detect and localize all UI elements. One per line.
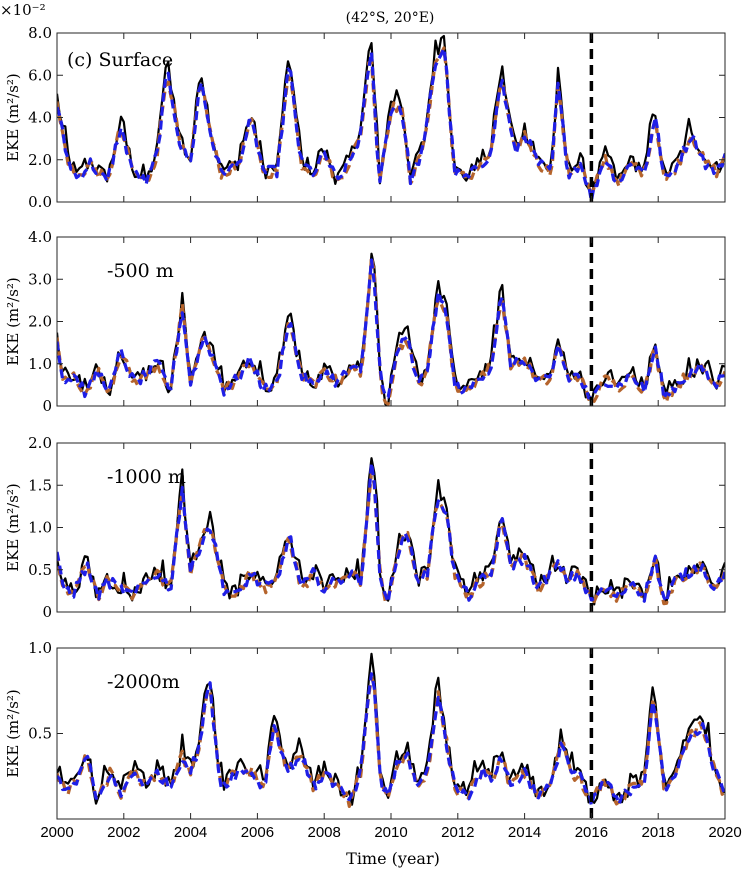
panel-label: -500 m bbox=[107, 260, 174, 282]
x-tick-label: 2004 bbox=[174, 824, 207, 841]
panel-1: 0.0 2.0 4.0 6.0 8.0 (c) Surface EKE (m²/s²) ×10… bbox=[0, 1, 726, 211]
series-3-line bbox=[57, 461, 725, 604]
y-tick-label: 0 bbox=[42, 603, 52, 621]
y-tick-label: 0 bbox=[42, 397, 52, 415]
y-axis-label: EKE (m²/s²) bbox=[4, 73, 22, 162]
y-tick-label: 0.0 bbox=[28, 193, 52, 211]
y-axis-label: EKE (m²/s²) bbox=[4, 689, 22, 778]
x-axis-label: Time (year) bbox=[346, 849, 440, 868]
y-tick-label: 2.0 bbox=[28, 151, 52, 169]
y-tick-label: 3.0 bbox=[28, 270, 52, 288]
x-tick-label: 2000 bbox=[40, 824, 73, 841]
y-tick-label: 1.0 bbox=[28, 519, 52, 537]
panels-group: 0.0 2.0 4.0 6.0 8.0 (c) Surface EKE (m²/s²) ×10… bbox=[0, 1, 742, 841]
series-3-line bbox=[57, 672, 725, 807]
y-tick-label: 8.0 bbox=[28, 24, 52, 42]
x-tick-label: 2010 bbox=[374, 824, 407, 841]
panel-label: (c) Surface bbox=[67, 49, 173, 71]
x-tick-label: 2006 bbox=[241, 824, 274, 841]
panel-label: -1000 m bbox=[107, 466, 186, 488]
panel-4: 0.5 1.0 2000 2002 2004 2006 2008 2010 2012 2014 20… bbox=[4, 639, 742, 841]
x-tick-label: 2012 bbox=[441, 824, 474, 841]
series-3-line bbox=[57, 258, 725, 401]
y-axis-label: EKE (m²/s²) bbox=[4, 483, 22, 572]
y-tick-label: 1.5 bbox=[28, 476, 52, 494]
exponent-label: ×10⁻² bbox=[0, 1, 46, 19]
x-tick-label: 2008 bbox=[308, 824, 341, 841]
y-tick-label: 0.5 bbox=[28, 561, 52, 579]
panel-label: -2000m bbox=[107, 671, 180, 693]
y-tick-label: 4.0 bbox=[28, 228, 52, 246]
y-tick-label: 1.0 bbox=[28, 355, 52, 373]
series-2-line bbox=[57, 46, 725, 198]
series-3-line bbox=[57, 46, 725, 202]
x-tick-label: 2002 bbox=[107, 824, 140, 841]
y-tick-label: 4.0 bbox=[28, 109, 52, 127]
series-2-line bbox=[57, 471, 725, 606]
y-tick-label: 6.0 bbox=[28, 66, 52, 84]
figure-title: (42°S, 20°E) bbox=[346, 10, 435, 26]
x-tick-label: 2014 bbox=[508, 824, 541, 841]
y-tick-label: 0.5 bbox=[28, 725, 52, 743]
panel-2: 0 1.0 2.0 3.0 4.0 -500 m EKE (m²/s²) bbox=[4, 228, 726, 415]
x-tick-label: 2018 bbox=[642, 824, 675, 841]
y-axis-label: EKE (m²/s²) bbox=[4, 277, 22, 366]
y-tick-label: 2.0 bbox=[28, 434, 52, 452]
y-tick-label: 2.0 bbox=[28, 313, 52, 331]
series-1-line bbox=[57, 34, 725, 199]
x-tick-label: 2016 bbox=[575, 824, 608, 841]
x-tick-label: 2020 bbox=[708, 824, 741, 841]
panel-3: 0 0.5 1.0 1.5 2.0 -1000 m EKE (m²/s²) bbox=[4, 434, 726, 621]
y-tick-label: 1.0 bbox=[28, 639, 52, 657]
